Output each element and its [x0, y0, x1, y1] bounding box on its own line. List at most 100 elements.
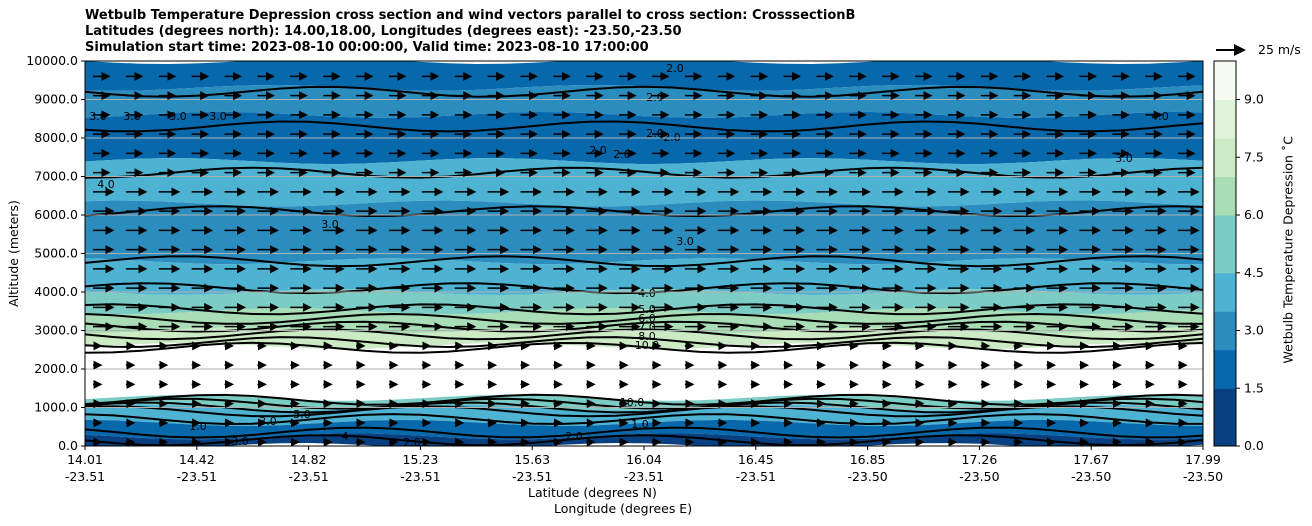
filled-band — [85, 85, 1203, 118]
contour-line — [85, 85, 1203, 98]
contour-label: 1.0 — [631, 418, 649, 431]
x-tick-label-latitude: 16.04 — [626, 452, 662, 467]
colorbar-label: Wetbulb Temperature Depression ˚C — [1280, 136, 1296, 364]
x-tick-label-longitude: -23.51 — [512, 469, 552, 484]
colorbar-segment — [1214, 99, 1236, 120]
filled-band — [85, 158, 1203, 207]
filled-band — [85, 200, 1203, 265]
x-tick-label-latitude: 15.63 — [514, 452, 550, 467]
x-tick-label-longitude: -23.50 — [959, 469, 999, 484]
y-tick-label: 3000.0 — [34, 323, 78, 338]
contour-line — [85, 120, 1203, 133]
contour-label: 2.0 — [646, 91, 664, 104]
x-axis-label-latitude: Latitude (degrees N) — [528, 485, 657, 500]
x-tick-label-longitude: -23.51 — [177, 469, 217, 484]
colorbar-segment — [1214, 426, 1236, 447]
contour-label: 2.0 — [589, 144, 607, 157]
colorbar-segment — [1214, 272, 1236, 293]
x-tick-label-longitude: -23.50 — [847, 469, 887, 484]
colorbar-segment — [1214, 118, 1236, 139]
colorbar-segment — [1214, 215, 1236, 235]
contour-line — [85, 255, 1203, 268]
contour-label: 5.0 — [293, 408, 311, 421]
contour-label: 2.0 — [666, 62, 684, 75]
x-tick-label-longitude: -23.51 — [400, 469, 440, 484]
filled-band — [85, 258, 1203, 295]
x-tick-label-longitude: -23.51 — [288, 469, 328, 484]
colorbar-segment — [1214, 253, 1236, 274]
y-tick-label: 8000.0 — [34, 130, 78, 145]
colorbar-tick-label: 4.5 — [1244, 265, 1264, 280]
colorbar-tick-label: 9.0 — [1244, 92, 1264, 107]
contour-line — [85, 328, 1203, 341]
x-tick-label-latitude: 14.82 — [291, 452, 327, 467]
colorbar-segment — [1214, 330, 1236, 351]
contour-label: 3.0 — [231, 435, 249, 448]
contour-line — [85, 413, 1203, 426]
contour-label: 4.0 — [97, 178, 115, 191]
colorbar-segment — [1214, 388, 1236, 408]
colorbar-segment — [1214, 176, 1236, 197]
colorbar-segment — [1214, 157, 1236, 177]
contour-line — [85, 405, 1203, 418]
contour-label: 4 — [342, 430, 349, 443]
contour-label: 3.0 — [89, 110, 107, 123]
y-tick-label: 5000.0 — [34, 246, 78, 261]
x-tick-label-longitude: -23.50 — [1183, 469, 1223, 484]
colorbar-segment — [1214, 407, 1236, 428]
contour-label: 3.0 — [321, 218, 339, 231]
colorbar-segment — [1214, 311, 1236, 331]
colorbar-tick-label: 0.0 — [1244, 438, 1264, 453]
chart-title-line-3: Simulation start time: 2023-08-10 00:00:… — [85, 40, 649, 55]
y-tick-label: 6000.0 — [34, 207, 78, 222]
y-tick-label: 10000.0 — [26, 53, 78, 68]
x-tick-label-latitude: 16.45 — [738, 452, 774, 467]
x-tick-label-latitude: 14.01 — [67, 452, 103, 467]
x-tick-label-longitude: -23.51 — [736, 469, 776, 484]
y-tick-label: 4000.0 — [34, 284, 78, 299]
colorbar-segment — [1214, 80, 1236, 100]
x-tick-label-longitude: -23.51 — [65, 469, 105, 484]
contour-label: 3.0 — [169, 110, 187, 123]
contour-label: 5.0 — [638, 303, 656, 316]
x-tick-label-latitude: 14.42 — [179, 452, 215, 467]
y-tick-label: 9000.0 — [34, 92, 78, 107]
x-axis-label-longitude: Longitude (degrees E) — [554, 501, 693, 516]
x-tick-label-latitude: 17.26 — [962, 452, 998, 467]
contour-label: 3.0 — [123, 110, 141, 123]
colorbar-tick-label: 6.0 — [1244, 207, 1264, 222]
y-tick-label: 1000.0 — [34, 400, 78, 415]
colorbar-segment — [1214, 138, 1236, 158]
contour-label: 3.0 — [676, 235, 694, 248]
wind-key-label: 25 m/s — [1258, 42, 1301, 57]
contour-label: 4.0 — [1151, 110, 1169, 123]
colorbar-segment — [1214, 61, 1236, 81]
colorbar-tick-label: 3.0 — [1244, 323, 1264, 338]
y-tick-label: 7000.0 — [34, 169, 78, 184]
x-tick-label-longitude: -23.50 — [1071, 469, 1111, 484]
colorbar-tick-label: 7.5 — [1244, 149, 1264, 164]
contour-label: 2.0 — [403, 436, 421, 449]
contour-label: 6.0 — [638, 312, 656, 325]
colorbar-segment — [1214, 234, 1236, 254]
colorbar-tick-label: 1.5 — [1244, 380, 1264, 395]
contour-line — [85, 341, 1203, 354]
contour-label: 1.0 — [189, 420, 207, 433]
colorbar-segment — [1214, 292, 1236, 312]
colorbar-segment — [1214, 195, 1236, 216]
y-axis-label: Altitude (meters) — [5, 200, 21, 307]
contour-line — [85, 426, 1203, 439]
y-tick-label: 2000.0 — [34, 361, 78, 376]
contour-label: 3.0 — [259, 415, 277, 428]
x-tick-label-longitude: -23.51 — [624, 469, 664, 484]
contour-label: 8.0 — [638, 330, 656, 343]
y-tick-label: 0.0 — [58, 438, 78, 453]
chart-title-line-2: Latitudes (degrees north): 14.00,18.00, … — [85, 24, 682, 39]
colorbar-segment — [1214, 349, 1236, 370]
chart-title-line-1: Wetbulb Temperature Depression cross sec… — [85, 8, 856, 23]
x-tick-label-latitude: 17.99 — [1185, 452, 1221, 467]
colorbar-segment — [1214, 369, 1236, 389]
x-tick-label-latitude: 17.67 — [1073, 452, 1109, 467]
x-tick-label-latitude: 15.23 — [403, 452, 439, 467]
